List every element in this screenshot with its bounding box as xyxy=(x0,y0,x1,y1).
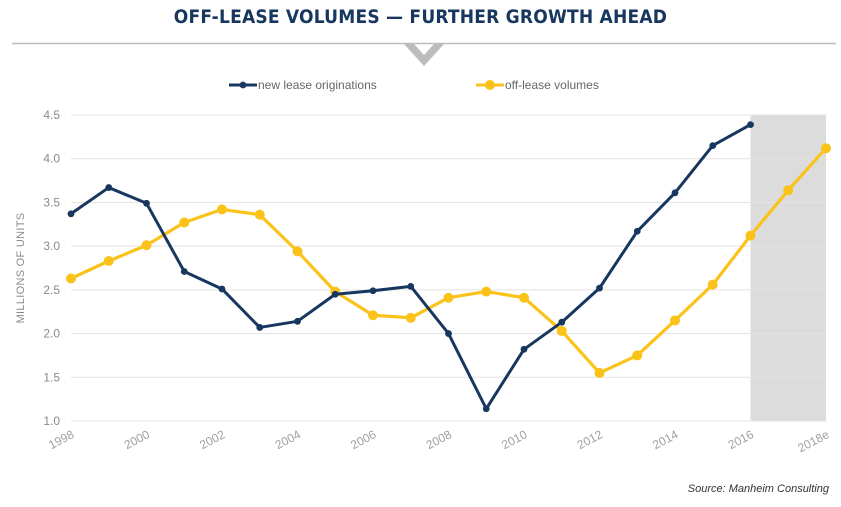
y-tick-label: 1.0 xyxy=(43,414,60,428)
data-point xyxy=(670,315,680,326)
y-tick-label: 1.5 xyxy=(43,370,60,384)
data-point xyxy=(256,324,264,331)
data-point xyxy=(294,317,301,325)
title-chevron-icon xyxy=(404,44,444,66)
data-point xyxy=(217,204,227,215)
x-tick-label: 2016 xyxy=(726,427,756,452)
data-point xyxy=(103,256,114,267)
data-point xyxy=(520,345,528,353)
data-point xyxy=(821,143,831,154)
forecast-shading xyxy=(750,115,826,421)
data-point xyxy=(105,184,113,191)
chart-title: OFF-LEASE VOLUMES — FURTHER GROWTH AHEAD xyxy=(173,6,668,28)
data-point xyxy=(556,325,567,336)
y-axis-label: MILLIONS OF UNITS xyxy=(15,213,27,324)
data-point xyxy=(443,292,454,303)
data-point xyxy=(747,121,754,129)
data-point xyxy=(369,287,377,295)
data-point xyxy=(596,284,603,292)
data-point xyxy=(179,217,190,228)
data-point xyxy=(445,330,452,337)
y-tick-label: 3.5 xyxy=(43,195,60,209)
data-point xyxy=(405,312,416,323)
x-tick-label: 1998 xyxy=(46,427,76,452)
x-tick-label: 2014 xyxy=(650,427,680,452)
data-point xyxy=(67,210,75,218)
data-point xyxy=(143,199,150,207)
data-point xyxy=(558,318,566,326)
source-note: Source: Manheim Consulting xyxy=(687,483,829,495)
data-point xyxy=(783,185,794,196)
data-point xyxy=(218,285,226,293)
data-point xyxy=(745,230,756,241)
data-point xyxy=(671,189,679,197)
y-tick-label: 3.0 xyxy=(43,239,60,253)
data-point xyxy=(709,142,717,150)
data-point xyxy=(141,240,152,251)
data-point xyxy=(519,292,529,303)
data-point xyxy=(633,227,641,235)
data-point xyxy=(481,286,492,297)
data-point xyxy=(368,310,378,321)
x-tick-label: 2012 xyxy=(575,427,605,452)
series-line-new-lease-originations xyxy=(70,123,752,411)
x-tick-label: 2000 xyxy=(122,427,152,452)
y-tick-label: 2.5 xyxy=(43,283,60,297)
legend-label: off-lease volumes xyxy=(505,78,599,92)
x-tick-label: 2006 xyxy=(348,427,378,452)
data-point xyxy=(482,405,490,413)
legend-swatch-marker xyxy=(239,81,247,89)
x-tick-label: 2010 xyxy=(499,427,529,452)
data-point xyxy=(331,290,339,298)
data-point xyxy=(707,279,718,290)
data-point xyxy=(632,350,643,361)
y-tick-label: 4.5 xyxy=(43,108,60,122)
series-line-off-lease-volumes xyxy=(70,147,828,375)
x-tick-label: 2008 xyxy=(424,427,454,452)
y-tick-label: 2.0 xyxy=(43,327,60,341)
data-point xyxy=(180,268,188,275)
x-tick-label: 2018e xyxy=(795,427,831,455)
x-tick-label: 2004 xyxy=(273,427,303,452)
data-point xyxy=(407,282,415,290)
x-tick-label: 2002 xyxy=(197,427,227,452)
legend-swatch-marker xyxy=(485,80,495,90)
data-point xyxy=(594,367,605,378)
data-point xyxy=(292,246,303,257)
data-point xyxy=(254,209,265,220)
y-tick-label: 4.0 xyxy=(43,152,60,166)
legend-label: new lease originations xyxy=(258,78,377,92)
data-point xyxy=(66,273,76,284)
